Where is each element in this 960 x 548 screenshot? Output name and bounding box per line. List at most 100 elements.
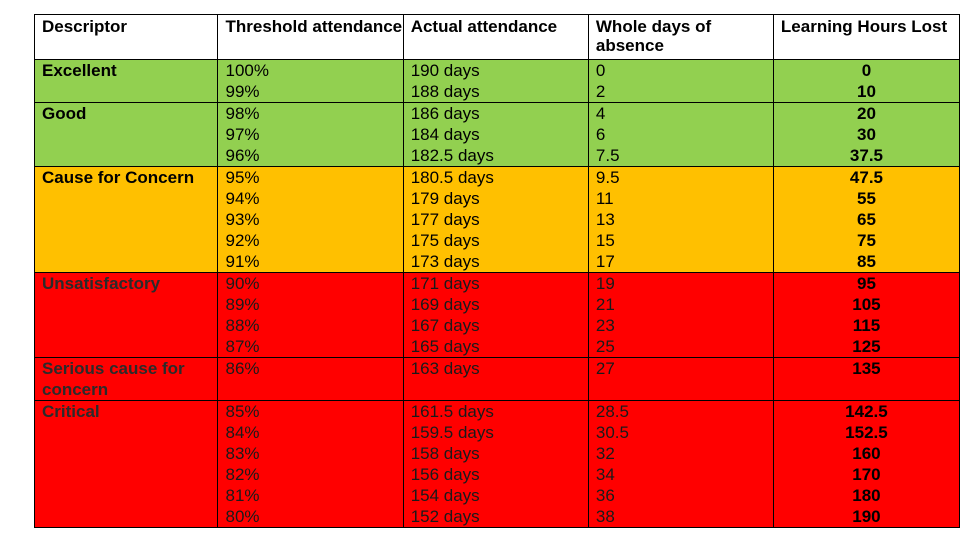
band-descriptor: Unsatisfactory <box>33 272 219 358</box>
threshold-value: 97% <box>225 125 260 144</box>
band-descriptor: Excellent <box>33 59 219 103</box>
actual-attendance-value: 190 days <box>410 61 480 80</box>
hours-lost-value: 190 <box>852 507 881 526</box>
hours-lost-value: 152.5 <box>845 423 888 442</box>
hours-lost-value: 180 <box>852 486 881 505</box>
hours-lost-value: 55 <box>856 189 876 208</box>
actual-attendance-value: 154 days <box>410 486 480 505</box>
threshold-value: 84% <box>225 423 260 442</box>
band-hours-cell: 20 30 37.5 <box>772 102 960 167</box>
absence-days-value: 11 <box>595 189 614 208</box>
hours-lost-value: 47.5 <box>849 168 883 187</box>
header-descriptor: Descriptor <box>33 14 219 60</box>
absence-days-value: 27 <box>595 359 615 378</box>
absence-days-value: 7.5 <box>595 146 620 165</box>
table-body: Excellent 100% 99% 190 days 188 days 0 2 0 10 Goo… <box>33 59 960 528</box>
band-row: Cause for Concern 95% 94% 93% 92% 91% 180.5 da… <box>33 166 960 273</box>
threshold-value: 87% <box>225 337 260 356</box>
actual-attendance-value: 158 days <box>410 444 480 463</box>
band-actual-cell: 171 days 169 days 167 days 165 days <box>402 272 589 358</box>
actual-attendance-value: 169 days <box>410 295 480 314</box>
absence-days-value: 32 <box>595 444 615 463</box>
attendance-table: Descriptor Threshold attendance Actual a… <box>33 14 960 528</box>
absence-days-value: 13 <box>595 210 615 229</box>
hours-lost-value: 85 <box>856 252 876 271</box>
hours-lost-value: 142.5 <box>845 402 888 421</box>
absence-days-value: 15 <box>595 231 615 250</box>
threshold-value: 90% <box>225 274 260 293</box>
threshold-value: 85% <box>225 402 260 421</box>
absence-days-value: 0 <box>595 61 606 80</box>
header-threshold: Threshold attendance <box>217 14 404 60</box>
header-actual: Actual attendance <box>402 14 589 60</box>
actual-attendance-value: 177 days <box>410 210 480 229</box>
actual-attendance-value: 152 days <box>410 507 480 526</box>
band-actual-cell: 161.5 days 159.5 days 158 days 156 days 154 … <box>402 400 589 528</box>
actual-attendance-value: 167 days <box>410 316 480 335</box>
absence-days-value: 34 <box>595 465 615 484</box>
absence-days-value: 30.5 <box>595 423 629 442</box>
threshold-value: 98% <box>225 104 260 123</box>
band-absence-cell: 19 21 23 25 <box>587 272 774 358</box>
hours-lost-value: 75 <box>856 231 876 250</box>
band-hours-cell: 135 <box>772 357 960 401</box>
band-descriptor: Cause for Concern <box>33 166 219 273</box>
band-actual-cell: 163 days <box>402 357 589 401</box>
band-hours-cell: 95 105 115 125 <box>772 272 960 358</box>
actual-attendance-value: 161.5 days <box>410 402 494 421</box>
actual-attendance-value: 171 days <box>410 274 480 293</box>
band-hours-cell: 142.5 152.5 160 170 180 190 <box>772 400 960 528</box>
absence-days-value: 19 <box>595 274 615 293</box>
band-row: Critical 85% 84% 83% 82% 81% 80% 161.5 days 159.… <box>33 400 960 528</box>
hours-lost-value: 115 <box>852 316 881 335</box>
band-descriptor: Good <box>33 102 219 167</box>
band-actual-cell: 186 days 184 days 182.5 days <box>402 102 589 167</box>
actual-attendance-value: 186 days <box>410 104 480 123</box>
hours-lost-value: 135 <box>852 359 881 378</box>
band-absence-cell: 9.5 11 13 15 17 <box>587 166 774 273</box>
hours-lost-value: 105 <box>852 295 881 314</box>
band-threshold-cell: 86% <box>217 357 404 401</box>
threshold-value: 89% <box>225 295 260 314</box>
header-absence: Whole days of absence <box>587 14 774 60</box>
absence-days-value: 38 <box>595 507 615 526</box>
absence-days-value: 9.5 <box>595 168 620 187</box>
absence-days-value: 23 <box>595 316 615 335</box>
hours-lost-value: 95 <box>856 274 876 293</box>
threshold-value: 99% <box>225 82 260 101</box>
hours-lost-value: 37.5 <box>849 146 883 165</box>
absence-days-value: 25 <box>595 337 615 356</box>
absence-days-value: 2 <box>595 82 606 101</box>
band-descriptor: Critical <box>33 400 219 528</box>
band-descriptor: Serious cause for concern <box>33 357 219 401</box>
band-actual-cell: 180.5 days 179 days 177 days 175 days 173 da… <box>402 166 589 273</box>
hours-lost-value: 170 <box>852 465 881 484</box>
band-threshold-cell: 90% 89% 88% 87% <box>217 272 404 358</box>
actual-attendance-value: 184 days <box>410 125 480 144</box>
band-actual-cell: 190 days 188 days <box>402 59 589 103</box>
hours-lost-value: 20 <box>856 104 876 123</box>
threshold-value: 92% <box>225 231 260 250</box>
band-row: Unsatisfactory 90% 89% 88% 87% 171 days 169 da… <box>33 272 960 358</box>
band-absence-cell: 4 6 7.5 <box>587 102 774 167</box>
header-row: Descriptor Threshold attendance Actual a… <box>33 14 960 60</box>
band-threshold-cell: 98% 97% 96% <box>217 102 404 167</box>
actual-attendance-value: 179 days <box>410 189 480 208</box>
hours-lost-value: 160 <box>852 444 881 463</box>
threshold-value: 94% <box>225 189 260 208</box>
threshold-value: 81% <box>225 486 260 505</box>
absence-days-value: 21 <box>595 295 615 314</box>
threshold-value: 91% <box>225 252 260 271</box>
threshold-value: 83% <box>225 444 260 463</box>
absence-days-value: 17 <box>595 252 615 271</box>
header-hours: Learning Hours Lost <box>772 14 960 60</box>
hours-lost-value: 0 <box>861 61 872 80</box>
threshold-value: 88% <box>225 316 260 335</box>
hours-lost-value: 65 <box>856 210 876 229</box>
threshold-value: 100% <box>225 61 269 80</box>
threshold-value: 93% <box>225 210 260 229</box>
band-threshold-cell: 100% 99% <box>217 59 404 103</box>
actual-attendance-value: 180.5 days <box>410 168 494 187</box>
absence-days-value: 36 <box>595 486 615 505</box>
